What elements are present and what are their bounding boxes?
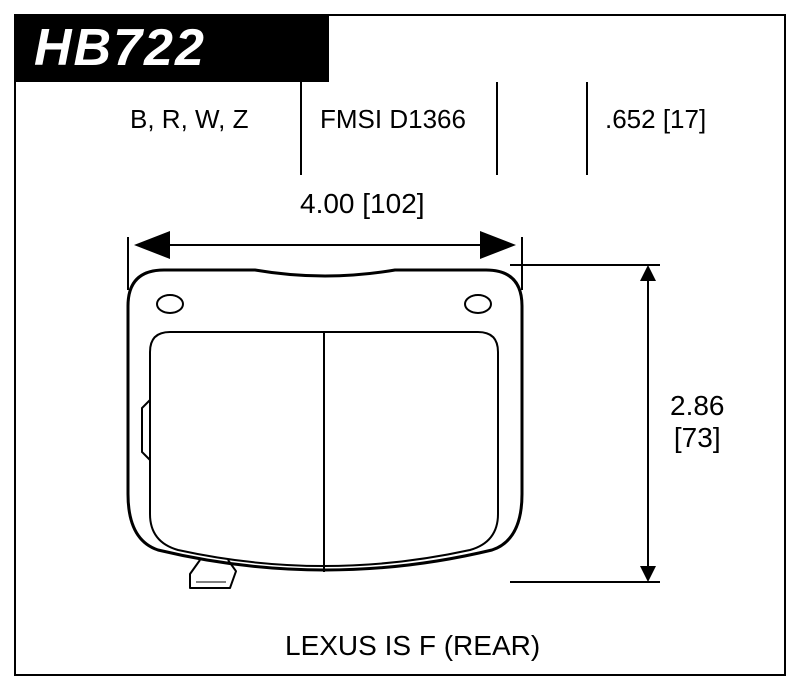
compounds-list: B, R, W, Z xyxy=(130,104,248,135)
vehicle-application-caption: LEXUS IS F (REAR) xyxy=(285,630,540,662)
header-separator-2 xyxy=(496,82,498,175)
part-number-text: HB722 xyxy=(34,18,206,78)
header-separator-1 xyxy=(300,82,302,175)
header-separator-3 xyxy=(586,82,588,175)
height-dimension-label: 2.86[73] xyxy=(670,390,725,454)
part-number-title: HB722 xyxy=(14,14,329,82)
thickness-dimension: .652 [17] xyxy=(605,104,706,135)
fmsi-code: FMSI D1366 xyxy=(320,104,466,135)
width-dimension-label: 4.00 [102] xyxy=(300,188,425,220)
